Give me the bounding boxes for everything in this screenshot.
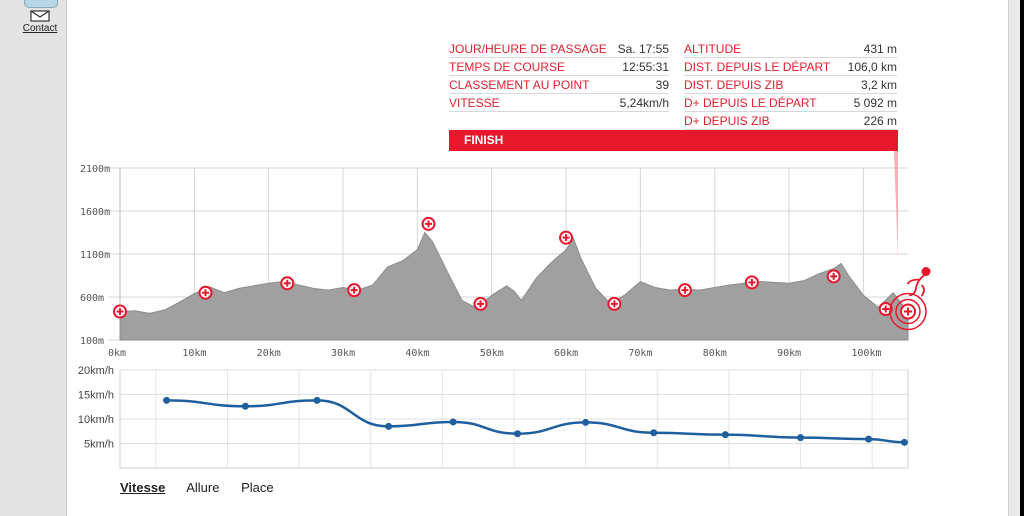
info-value: 431 m xyxy=(863,41,897,56)
info-row: ALTITUDE 431 m xyxy=(684,40,897,58)
aid-station-cross xyxy=(610,300,618,308)
info-label: CLASSEMENT AU POINT xyxy=(449,77,590,92)
aid-station-cross xyxy=(562,234,570,242)
info-value: 226 m xyxy=(863,113,897,128)
elevation-y-tick: 1600m xyxy=(80,207,110,218)
envelope-icon xyxy=(30,10,50,22)
aid-station-cross xyxy=(882,305,890,313)
info-value: 106,0 km xyxy=(847,59,897,74)
aid-station-cross xyxy=(681,286,689,294)
speed-point xyxy=(865,435,873,443)
speed-y-tick: 15km/h xyxy=(78,390,114,402)
info-label: D+ DEPUIS LE DÉPART xyxy=(684,95,817,110)
aid-station-cross xyxy=(748,278,756,286)
info-value: Sa. 17:55 xyxy=(617,41,669,56)
info-row: TEMPS DE COURSE 12:55:31 xyxy=(449,58,669,76)
info-row: DIST. DEPUIS ZIB 3,2 km xyxy=(684,76,897,94)
runner-icon-body xyxy=(907,274,925,297)
finish-banner: FINISH xyxy=(449,130,898,151)
speed-line xyxy=(166,399,905,444)
elevation-profile-area xyxy=(119,231,909,341)
speed-point xyxy=(721,431,729,439)
tab-vitesse[interactable]: Vitesse xyxy=(120,480,166,495)
speed-point xyxy=(797,434,805,442)
aid-station-cross xyxy=(201,289,209,297)
info-label: JOUR/HEURE DE PASSAGE xyxy=(449,41,607,56)
contact-link[interactable]: Contact xyxy=(14,10,66,34)
elevation-x-tick: 30km xyxy=(331,348,355,359)
info-label: DIST. DEPUIS ZIB xyxy=(684,77,784,92)
info-row: D+ DEPUIS LE DÉPART 5 092 m xyxy=(684,94,897,112)
elevation-y-tick: 600m xyxy=(80,293,104,304)
info-label: VITESSE xyxy=(449,95,500,110)
aid-station-cross xyxy=(477,300,485,308)
left-sidebar: Contact xyxy=(0,0,67,516)
current-position-ring-outer xyxy=(889,292,927,331)
current-position-ring-inner xyxy=(895,298,921,325)
current-position-cross xyxy=(904,307,912,316)
finish-pointer xyxy=(894,151,898,258)
tab-place[interactable]: Place xyxy=(241,480,274,495)
tab-allure[interactable]: Allure xyxy=(186,480,220,495)
elevation-x-tick: 70km xyxy=(628,348,652,359)
elevation-x-tick: 100km xyxy=(851,348,881,359)
elevation-x-tick: 50km xyxy=(480,348,504,359)
elevation-x-tick: 10km xyxy=(182,348,206,359)
info-row: CLASSEMENT AU POINT 39 xyxy=(449,76,669,94)
elevation-x-tick: 80km xyxy=(703,348,727,359)
info-label: DIST. DEPUIS LE DÉPART xyxy=(684,59,831,74)
info-value: 39 xyxy=(655,77,669,92)
elevation-x-tick: 20km xyxy=(257,348,281,359)
info-label: ALTITUDE xyxy=(684,41,742,56)
info-row: VITESSE 5,24km/h xyxy=(449,94,669,112)
aid-station-cross xyxy=(350,286,358,294)
speed-point xyxy=(385,422,393,430)
speed-point xyxy=(241,402,249,410)
speed-point xyxy=(313,396,321,404)
info-row: DIST. DEPUIS LE DÉPART 106,0 km xyxy=(684,58,897,76)
speed-point xyxy=(449,418,457,426)
speed-point xyxy=(650,429,658,437)
info-label: D+ DEPUIS ZIB xyxy=(684,113,770,128)
info-label: TEMPS DE COURSE xyxy=(449,59,566,74)
aid-station-cross xyxy=(425,220,433,228)
info-row: JOUR/HEURE DE PASSAGE Sa. 17:55 xyxy=(449,40,669,58)
elevation-x-tick: 90km xyxy=(777,348,801,359)
speed-y-tick: 5km/h xyxy=(84,439,114,451)
aid-station-cross xyxy=(283,279,291,287)
contact-label[interactable]: Contact xyxy=(22,23,58,34)
sidebar-top-button[interactable] xyxy=(24,0,58,8)
chart-tabs: Vitesse Allure Place xyxy=(120,480,292,495)
aid-station-cross xyxy=(116,308,124,316)
speed-point xyxy=(900,438,908,446)
elevation-y-tick: 1100m xyxy=(80,250,110,261)
info-value: 3,2 km xyxy=(860,77,897,92)
speed-y-tick: 20km/h xyxy=(78,365,114,377)
speed-y-tick: 10km/h xyxy=(78,414,114,426)
elevation-y-tick: 2100m xyxy=(80,164,110,175)
info-table-left: JOUR/HEURE DE PASSAGE Sa. 17:55 TEMPS DE … xyxy=(449,40,669,112)
speed-point xyxy=(582,418,590,426)
info-table-right: ALTITUDE 431 m DIST. DEPUIS LE DÉPART 106,… xyxy=(684,40,897,130)
speed-point xyxy=(163,396,171,404)
aid-station-cross xyxy=(830,272,838,280)
elevation-x-tick: 0km xyxy=(108,348,126,359)
elevation-x-tick: 60km xyxy=(554,348,578,359)
elevation-y-tick: 100m xyxy=(80,336,104,347)
runner-icon xyxy=(921,267,931,277)
info-value: 5,24km/h xyxy=(619,95,669,110)
right-scrollbar[interactable] xyxy=(1008,0,1020,516)
info-value: 12:55:31 xyxy=(622,59,669,74)
elevation-x-tick: 40km xyxy=(405,348,429,359)
info-row: D+ DEPUIS ZIB 226 m xyxy=(684,112,897,130)
speed-point xyxy=(514,430,522,438)
info-value: 5 092 m xyxy=(853,95,897,110)
